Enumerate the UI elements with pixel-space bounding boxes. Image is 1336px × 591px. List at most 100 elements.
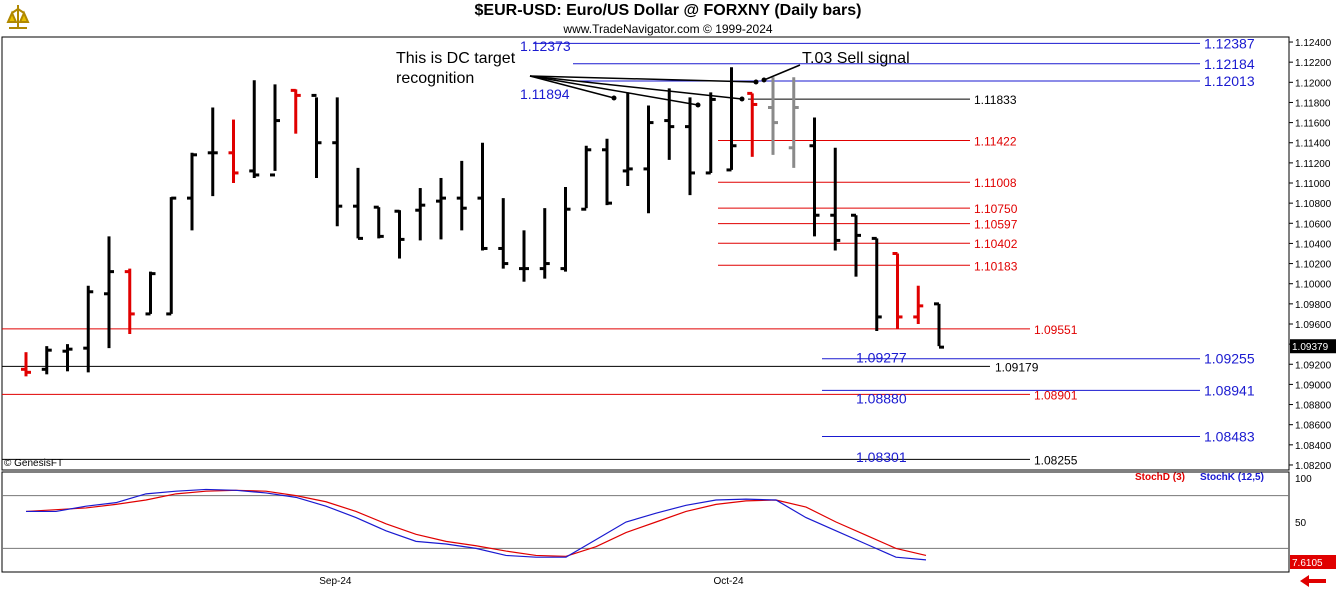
price-axis-label: 1.11800 (1295, 98, 1331, 109)
price-bars (21, 67, 944, 377)
ohlc-bar (871, 236, 882, 332)
dc-annotation-line1: This is DC target (396, 50, 516, 67)
stoch-axis: 100 50 (1295, 474, 1312, 529)
chart-title: $EUR-USD: Euro/US Dollar @ FORXNY (Daily… (474, 2, 862, 19)
ohlc-bar (643, 105, 654, 214)
ohlc-bar (270, 84, 280, 177)
ohlc-bar (166, 196, 177, 316)
sell-signal-annotation: T.03 Sell signal (802, 50, 910, 67)
annotation-arrowhead (739, 96, 745, 102)
level-label-1.08901: 1.08901 (1034, 388, 1078, 402)
last-price-tag (1290, 339, 1336, 354)
annotation-arrow (529, 75, 699, 106)
price-axis-label: 1.08200 (1295, 461, 1332, 472)
price-axis-label: 1.12400 (1295, 38, 1332, 49)
price-axis-label: 1.12000 (1295, 78, 1332, 89)
price-axis-label: 1.10200 (1295, 260, 1332, 271)
title-bar: $EUR-USD: Euro/US Dollar @ FORXNY (Daily… (0, 0, 1336, 36)
target-label-1.12373: 1.12373 (520, 38, 571, 54)
level-label-1.12387: 1.12387 (1204, 35, 1255, 51)
level-label-1.08255: 1.08255 (1034, 453, 1078, 467)
price-axis-label: 1.11000 (1295, 179, 1331, 190)
ohlc-bar (373, 205, 384, 239)
ohlc-bar (602, 138, 612, 206)
ohlc-bar (685, 97, 695, 196)
level-label-1.11008: 1.11008 (974, 176, 1017, 190)
ohlc-bar (290, 88, 301, 134)
sell-arrow (763, 64, 801, 81)
x-axis-label-Sep-24: Sep-24 (319, 576, 352, 587)
stoch-d-legend: StochD (3) (1135, 472, 1185, 483)
ohlc-bar (394, 209, 405, 259)
ohlc-bar (124, 268, 135, 335)
genesis-logo-icon (3, 2, 33, 34)
level-label-1.08941: 1.08941 (1204, 382, 1255, 398)
level-label-1.09255: 1.09255 (1204, 351, 1255, 367)
ohlc-bar (187, 152, 197, 231)
ohlc-bar (62, 344, 73, 372)
ohlc-bar (353, 167, 363, 240)
ohlc-bar (560, 187, 571, 272)
level-label-1.09551: 1.09551 (1034, 323, 1078, 337)
ohlc-bar (519, 230, 529, 282)
level-label-1.08483: 1.08483 (1204, 428, 1255, 444)
ohlc-bar (851, 213, 861, 277)
level-label-1.11422: 1.11422 (974, 135, 1017, 149)
price-axis-label: 1.12200 (1295, 58, 1332, 69)
price-axis-label: 1.09200 (1295, 360, 1332, 371)
level-label-1.12013: 1.12013 (1204, 73, 1255, 89)
annotation-arrowhead (753, 79, 759, 85)
level-label-1.10750: 1.10750 (974, 202, 1018, 216)
price-axis-label: 1.11200 (1295, 159, 1331, 170)
annotation-arrowhead (611, 95, 617, 101)
last-price-label: 1.09379 (1292, 342, 1329, 353)
price-panel-frame (1, 36, 1290, 471)
dc-annotation-line2: recognition (396, 70, 475, 87)
stoch-k-legend: StochK (12,5) (1200, 472, 1264, 483)
level-label-1.10402: 1.10402 (974, 237, 1018, 251)
level-label-1.10597: 1.10597 (974, 218, 1018, 232)
ohlc-bar (21, 352, 31, 377)
ohlc-bar (415, 188, 426, 241)
stoch-value-label: 7.6105 (1292, 558, 1323, 569)
level-label-1.11833: 1.11833 (974, 93, 1017, 107)
ohlc-bar (228, 119, 239, 184)
target-label-1.08880: 1.08880 (856, 390, 907, 406)
price-axis-label: 1.08800 (1295, 401, 1332, 412)
copyright-label: © GenesisFT (4, 458, 64, 469)
price-axis-label: 1.09000 (1295, 380, 1332, 391)
ohlc-bar (705, 92, 716, 175)
ohlc-bar (83, 285, 94, 373)
annotation-arrows (529, 64, 801, 108)
stoch-k-line (26, 488, 927, 561)
ohlc-bar (788, 77, 799, 168)
ohlc-bar (498, 198, 509, 269)
price-axis-label: 1.09600 (1295, 320, 1332, 331)
ohlc-bar (934, 302, 944, 349)
chart-subtitle: www.TradeNavigator.com © 1999-2024 (563, 22, 773, 36)
ohlc-bar (913, 285, 924, 324)
level-label-1.09179: 1.09179 (995, 360, 1039, 374)
ohlc-bar (249, 80, 260, 178)
ohlc-bar (768, 77, 778, 155)
annotation-arrow (529, 75, 615, 99)
target-label-1.08301: 1.08301 (856, 449, 907, 465)
stoch-d-line (25, 489, 927, 557)
ohlc-bar (332, 97, 343, 227)
ohlc-bar (726, 67, 737, 172)
ohlc-bar (622, 92, 633, 187)
level-label-1.12184: 1.12184 (1204, 56, 1255, 72)
annotation-arrow (529, 75, 757, 83)
scroll-left-arrow-icon[interactable] (1298, 574, 1328, 588)
price-axis-label: 1.10800 (1295, 199, 1332, 210)
price-axis-label: 1.11600 (1295, 119, 1331, 130)
sell-arrowhead (761, 77, 767, 83)
annotation-arrowhead (695, 102, 701, 108)
dc-target-annotation: This is DC target recognition (396, 49, 515, 89)
price-axis-label: 1.10000 (1295, 280, 1332, 291)
target-label-1.09277: 1.09277 (856, 350, 907, 366)
ohlc-bar (41, 346, 52, 375)
ohlc-bar (581, 145, 592, 211)
annotation-arrow (529, 75, 743, 100)
